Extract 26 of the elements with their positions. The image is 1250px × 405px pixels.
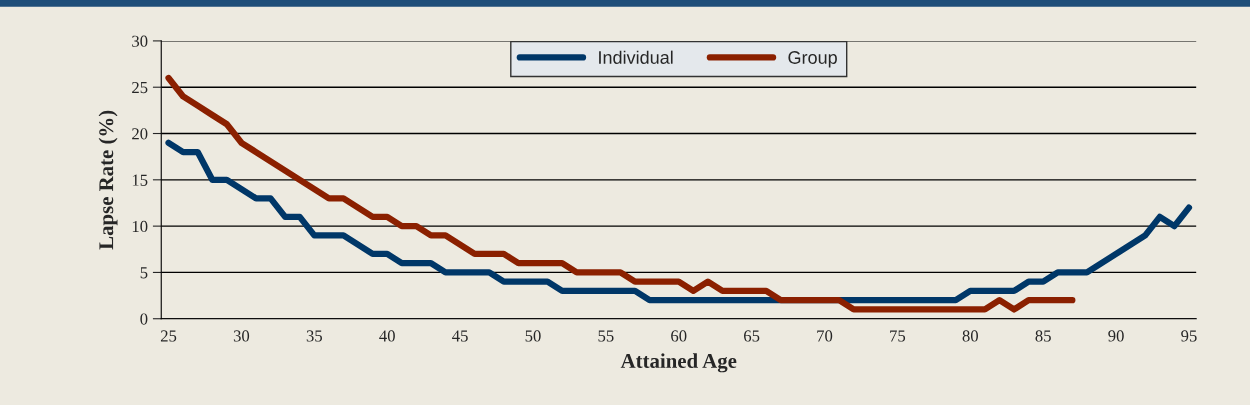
- x-tick-label: 75: [890, 330, 906, 342]
- x-tick-label: 25: [160, 330, 177, 342]
- x-tick-label: 85: [1035, 330, 1051, 342]
- y-tick-label: 20: [132, 128, 148, 140]
- x-tick-label: 60: [671, 330, 687, 342]
- x-tick-label: 90: [1108, 330, 1124, 342]
- x-tick-label: 70: [817, 330, 833, 342]
- x-tick-label: 80: [962, 330, 978, 342]
- x-tick-label: 55: [598, 330, 614, 342]
- x-tick-label: 50: [525, 330, 541, 342]
- x-tick-label: 40: [379, 330, 395, 342]
- y-tick-label: 10: [132, 220, 148, 233]
- y-tick-label: 30: [132, 35, 148, 47]
- y-tick-label: 0: [140, 313, 148, 325]
- y-tick-label: 15: [132, 174, 148, 186]
- x-tick-label: 35: [306, 330, 322, 342]
- legend-label: Individual: [599, 50, 673, 64]
- x-tick-label: 30: [233, 330, 250, 342]
- y-tick-label: 5: [140, 267, 148, 279]
- x-axis-title: Attained Age: [620, 353, 737, 373]
- y-axis-title: Lapse Rate (%): [98, 110, 118, 250]
- x-tick-label: 65: [744, 330, 760, 342]
- y-tick-label: 25: [132, 81, 148, 94]
- x-tick-label: 95: [1181, 330, 1197, 342]
- legend-label: Group: [788, 51, 837, 68]
- x-tick-label: 45: [452, 330, 468, 342]
